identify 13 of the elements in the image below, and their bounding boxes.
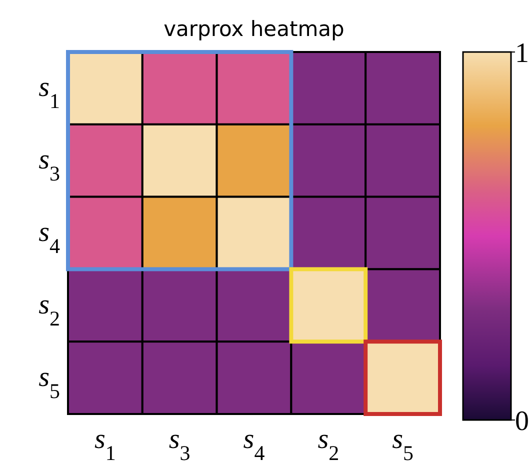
x-tick-label: s$_{5}$ [392,424,414,465]
y-tick-label: s$_{3}$ [38,144,60,186]
y-tick-label: s$_{2}$ [38,289,60,330]
x-tick-label: s$_{3}$ [168,424,190,465]
y-tick-label: s$_{4}$ [38,217,60,258]
chart-title: varprox heatmap [164,17,344,41]
color-bar-label: 1 [515,38,529,69]
y-tick-label: s$_{5}$ [38,362,60,403]
x-tick-label: s$_{1}$ [94,424,116,465]
y-tick-label: s$_{1}$ [38,72,60,114]
color-bar-label: 0 [515,406,529,437]
x-tick-label: s$_{2}$ [318,424,340,465]
x-tick-label: s$_{4}$ [243,424,266,465]
